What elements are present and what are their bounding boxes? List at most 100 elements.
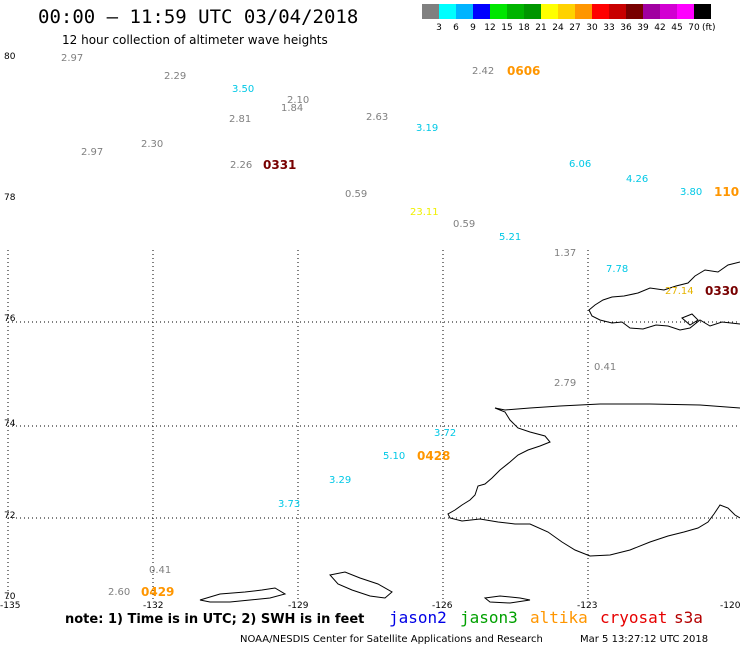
pass-time: 0330 — [705, 284, 739, 298]
pass-time: 0428 — [417, 449, 451, 463]
wave-height-value: 3.50 — [232, 84, 255, 95]
legend-label: 9 — [470, 23, 476, 33]
lon-label: -129 — [288, 601, 309, 611]
wave-height-value: 6.06 — [569, 159, 592, 170]
legend-swatch — [541, 4, 558, 19]
legend-label: 24 — [552, 23, 564, 33]
legend-label: 21 — [535, 23, 547, 33]
lon-label: -132 — [143, 601, 164, 611]
satellite-name: jason2 — [389, 608, 447, 627]
credit-line: NOAA/NESDIS Center for Satellite Applica… — [240, 634, 543, 645]
wave-height-value: 1.37 — [554, 248, 577, 259]
legend-label: 42 — [654, 23, 666, 33]
satellite-name: jason3 — [460, 608, 518, 627]
lat-label: 70 — [4, 592, 16, 602]
wave-height-value: 2.79 — [554, 378, 577, 389]
coastline-south-central — [483, 595, 531, 604]
legend-label: 3 — [436, 23, 442, 33]
legend-swatch — [694, 4, 711, 19]
satellite-name: cryosat — [600, 608, 668, 627]
wave-height-value: 2.97 — [81, 147, 104, 158]
legend-label: 30 — [586, 23, 598, 33]
wave-height-value: 2.60 — [108, 587, 131, 598]
legend-label: 15 — [501, 23, 513, 33]
legend-label: 39 — [637, 23, 649, 33]
legend-label: 27 — [569, 23, 581, 33]
legend-label: 70 — [688, 23, 700, 33]
wave-height-value: 2.26 — [230, 160, 253, 171]
legend-swatch — [456, 4, 473, 19]
lat-label: 76 — [4, 314, 16, 324]
lon-label: -123 — [577, 601, 598, 611]
pass-time: 0606 — [507, 64, 541, 78]
legend-swatch — [558, 4, 575, 19]
legend-unit: (ft) — [702, 23, 716, 33]
wave-height-value: 2.42 — [472, 66, 495, 77]
legend-swatch — [626, 4, 643, 19]
legend-label: 45 — [671, 23, 683, 33]
wave-height-value: 2.97 — [61, 53, 84, 64]
pass-time: 0331 — [263, 158, 297, 172]
lon-label: -135 — [0, 601, 21, 611]
wave-height-value: 23.11 — [410, 207, 439, 218]
wave-height-value: 0.59 — [453, 219, 476, 230]
wave-height-value: 3.19 — [416, 123, 439, 134]
wave-height-value: 2.81 — [229, 114, 252, 125]
wave-height-value: 27.14 — [665, 286, 694, 297]
legend-swatch — [422, 4, 439, 19]
satellite-name: s3a — [674, 608, 703, 627]
legend-swatch — [490, 4, 507, 19]
map-subtitle: 12 hour collection of altimeter wave hei… — [62, 33, 328, 47]
footer-note: note: 1) Time is in UTC; 2) SWH is in fe… — [65, 612, 365, 627]
wave-height-value: 1.84 — [281, 103, 304, 114]
legend-swatch — [524, 4, 541, 19]
wave-height-value: 4.26 — [626, 174, 649, 185]
wave-height-value: 5.21 — [499, 232, 522, 243]
pass-time: 110 — [714, 185, 740, 199]
lon-label: -120 — [720, 601, 740, 611]
legend-label: 6 — [453, 23, 459, 33]
wave-height-value: 3.73 — [278, 499, 301, 510]
coastline-south-islands — [199, 587, 287, 603]
legend-label: 36 — [620, 23, 632, 33]
lon-label: -126 — [432, 601, 453, 611]
legend-swatch — [609, 4, 626, 19]
legend-label: 12 — [484, 23, 496, 33]
legend-swatch — [439, 4, 456, 19]
legend-swatch — [473, 4, 490, 19]
lat-label: 74 — [4, 419, 16, 429]
coastline — [199, 261, 740, 604]
wave-height-value: 2.29 — [164, 71, 187, 82]
coastline-mainland — [447, 403, 740, 557]
wave-height-value: 2.30 — [141, 139, 164, 150]
legend-swatch — [677, 4, 694, 19]
wave-height-value: 3.29 — [329, 475, 352, 486]
lat-label: 78 — [4, 193, 16, 203]
wave-height-value: 2.63 — [366, 112, 389, 123]
legend-label: 33 — [603, 23, 615, 33]
legend-label: 18 — [518, 23, 530, 33]
wave-height-value: 5.10 — [383, 451, 406, 462]
graticule — [7, 250, 740, 600]
wave-height-value: 3.72 — [434, 428, 457, 439]
pass-time: 0429 — [141, 585, 175, 599]
generation-timestamp: Mar 5 13:27:12 UTC 2018 — [580, 634, 709, 645]
coastline-southwest-island — [329, 571, 393, 599]
coastline-island-small — [681, 313, 699, 326]
wave-height-value: 2.10 — [287, 95, 310, 106]
coastline-banks-island — [588, 261, 740, 331]
legend-swatch — [592, 4, 609, 19]
legend-swatch — [643, 4, 660, 19]
satellite-name: altika — [530, 608, 588, 627]
lat-label: 72 — [4, 511, 16, 521]
wave-height-value: 0.59 — [345, 189, 368, 200]
wave-height-value: 0.41 — [149, 565, 172, 576]
map-title: 00:00 – 11:59 UTC 03/04/2018 — [38, 6, 359, 28]
wave-height-value: 7.78 — [606, 264, 629, 275]
legend-swatch — [660, 4, 677, 19]
legend-swatch — [507, 4, 524, 19]
wave-height-value: 0.41 — [594, 362, 617, 373]
lat-label: 80 — [4, 52, 16, 62]
legend-swatch — [575, 4, 592, 19]
